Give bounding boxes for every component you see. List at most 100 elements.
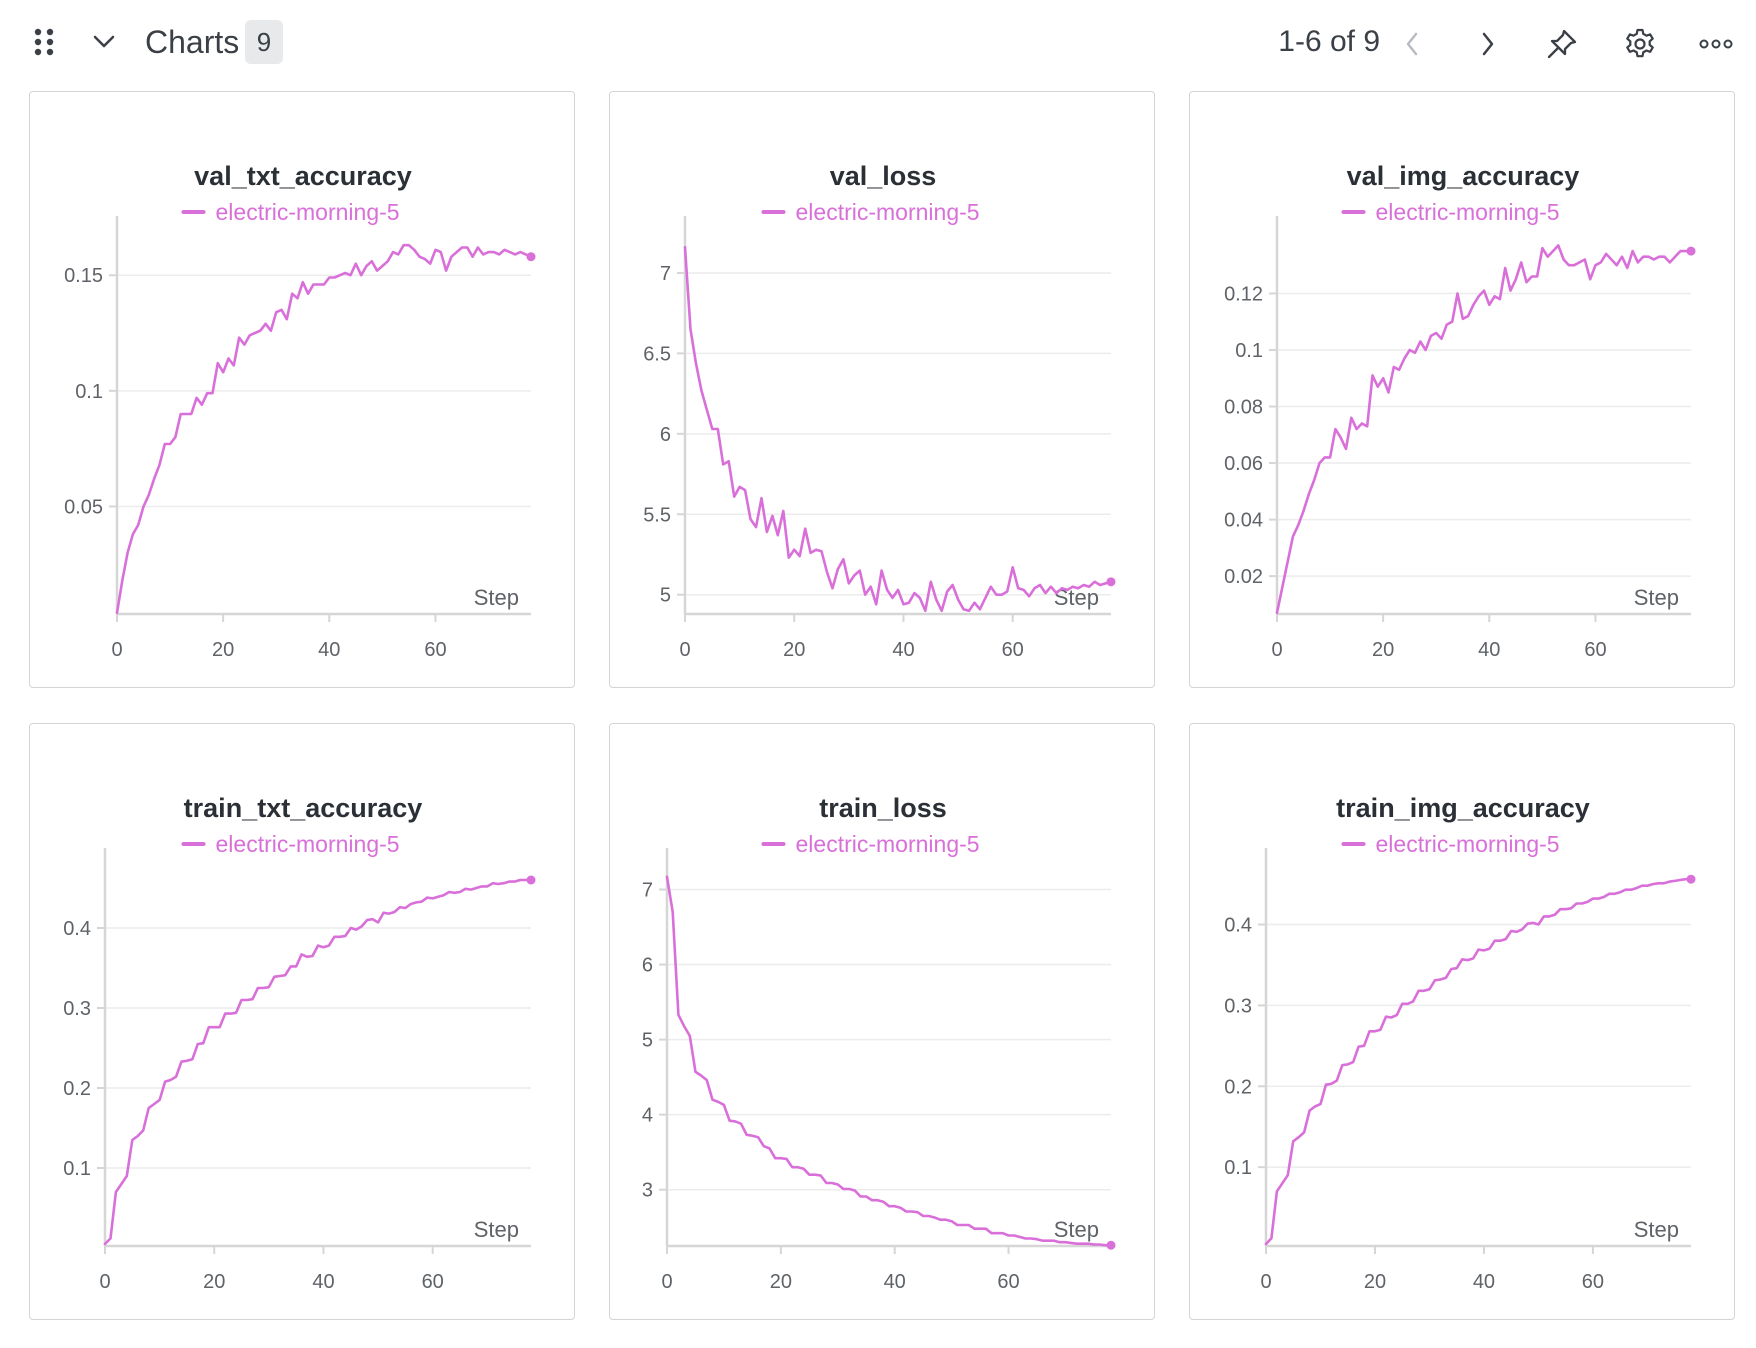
y-tick-label: 0.04 xyxy=(1224,510,1263,532)
y-tick-label: 0.3 xyxy=(1224,995,1252,1017)
x-tick-label: 0 xyxy=(99,1271,110,1293)
legend-entry[interactable]: electric-morning-5 xyxy=(761,831,980,857)
series-line[interactable] xyxy=(115,243,533,615)
legend-entry[interactable]: electric-morning-5 xyxy=(761,199,980,225)
y-tick-label: 0.08 xyxy=(1224,397,1263,419)
x-tick-label: 20 xyxy=(1372,639,1394,661)
x-tick-label: 0 xyxy=(1271,639,1282,661)
chart-svg: train_txt_accuracy electric-morning-5 0.1 0… xyxy=(63,793,536,1293)
chart-panel-train_txt_accuracy[interactable]: train_txt_accuracy electric-morning-5 0.1 0… xyxy=(29,723,575,1320)
y-tick-label: 6.5 xyxy=(643,343,671,365)
legend-entry[interactable]: electric-morning-5 xyxy=(181,831,400,857)
legend-entry[interactable]: electric-morning-5 xyxy=(181,199,400,225)
chart-title: val_loss xyxy=(830,161,937,191)
pagination-range: 1-6 of 9 xyxy=(1278,25,1380,58)
chart-title: train_img_accuracy xyxy=(1336,793,1590,823)
y-tick-label: 0.1 xyxy=(75,381,103,403)
chart-title: val_txt_accuracy xyxy=(194,161,412,191)
series-end-point[interactable] xyxy=(526,252,536,262)
legend-label: electric-morning-5 xyxy=(796,199,980,225)
x-tick-label: 40 xyxy=(1473,1271,1495,1293)
y-tick-label: 0.3 xyxy=(63,998,91,1020)
y-tick-label: 0.2 xyxy=(63,1078,91,1100)
section-title: Charts xyxy=(145,24,240,60)
series-end-point[interactable] xyxy=(1106,577,1116,587)
series-line[interactable] xyxy=(103,878,533,1246)
x-axis-label: Step xyxy=(1054,1217,1099,1242)
x-tick-label: 0 xyxy=(661,1271,672,1293)
y-tick-label: 0.12 xyxy=(1224,283,1263,305)
series-end-point[interactable] xyxy=(1106,1240,1116,1250)
x-tick-label: 20 xyxy=(770,1271,792,1293)
x-tick-label: 60 xyxy=(422,1271,444,1293)
y-tick-label: 0.15 xyxy=(64,265,103,287)
legend-label: electric-morning-5 xyxy=(796,831,980,857)
pin-icon[interactable] xyxy=(1540,22,1584,66)
y-tick-label: 5.5 xyxy=(643,504,671,526)
y-tick-label: 0.2 xyxy=(1224,1076,1252,1098)
chart-panel-train_img_accuracy[interactable]: train_img_accuracy electric-morning-5 0.1 0… xyxy=(1189,723,1735,1320)
chart-svg: train_img_accuracy electric-morning-5 0.1 0… xyxy=(1224,793,1696,1293)
chart-title: val_img_accuracy xyxy=(1347,161,1580,191)
gear-icon[interactable] xyxy=(1618,22,1662,66)
panel-section-header: Charts 9 1-6 of 9 xyxy=(0,0,1756,88)
y-tick-label: 0.05 xyxy=(64,496,103,518)
series-line[interactable] xyxy=(683,245,1113,613)
chevron-down-icon[interactable] xyxy=(84,24,124,60)
chart-panel-val_img_accuracy[interactable]: val_img_accuracy electric-morning-5 0.02 0.… xyxy=(1189,91,1735,688)
series-line[interactable] xyxy=(1264,877,1693,1246)
x-axis-label: Step xyxy=(1634,1217,1679,1242)
x-tick-label: 20 xyxy=(212,639,234,661)
x-tick-label: 20 xyxy=(783,639,805,661)
chart-panel-val_txt_accuracy[interactable]: val_txt_accuracy electric-morning-5 0.05 0.… xyxy=(29,91,575,688)
y-tick-label: 0.1 xyxy=(63,1158,91,1180)
y-tick-label: 6 xyxy=(642,955,653,977)
legend-entry[interactable]: electric-morning-5 xyxy=(1341,199,1560,225)
y-tick-label: 0.02 xyxy=(1224,566,1263,588)
y-tick-label: 5 xyxy=(642,1030,653,1052)
series-line[interactable] xyxy=(665,875,1113,1247)
chevron-left-icon[interactable] xyxy=(1392,24,1432,64)
drag-handle-icon[interactable] xyxy=(26,24,62,60)
x-tick-label: 60 xyxy=(424,639,446,661)
chart-svg: val_loss electric-morning-5 5 5.5 6 6.5 7 0 20 40… xyxy=(643,161,1116,661)
y-tick-label: 4 xyxy=(642,1105,653,1127)
chart-panel-val_loss[interactable]: val_loss electric-morning-5 5 5.5 6 6.5 7 0 20 40… xyxy=(609,91,1155,688)
series-line[interactable] xyxy=(1275,244,1693,615)
chevron-right-icon[interactable] xyxy=(1468,24,1508,64)
x-tick-label: 20 xyxy=(203,1271,225,1293)
series-end-point[interactable] xyxy=(526,875,536,885)
series-end-point[interactable] xyxy=(1686,246,1696,256)
legend-entry[interactable]: electric-morning-5 xyxy=(1341,831,1560,857)
y-tick-label: 7 xyxy=(642,880,653,902)
x-tick-label: 40 xyxy=(312,1271,334,1293)
x-tick-label: 60 xyxy=(997,1271,1019,1293)
legend-label: electric-morning-5 xyxy=(1376,199,1560,225)
legend-label: electric-morning-5 xyxy=(216,199,400,225)
chart-svg: train_loss electric-morning-5 3 4 5 6 7 0 20 40 60… xyxy=(642,793,1116,1293)
y-tick-label: 0.06 xyxy=(1224,453,1263,475)
x-axis-label: Step xyxy=(1634,585,1679,610)
x-tick-label: 20 xyxy=(1364,1271,1386,1293)
more-icon[interactable] xyxy=(1694,22,1738,66)
x-tick-label: 40 xyxy=(884,1271,906,1293)
chart-panel-train_loss[interactable]: train_loss electric-morning-5 3 4 5 6 7 0 20 40 60… xyxy=(609,723,1155,1320)
x-tick-label: 60 xyxy=(1582,1271,1604,1293)
chart-count-badge: 9 xyxy=(245,20,283,64)
x-tick-label: 40 xyxy=(892,639,914,661)
x-tick-label: 60 xyxy=(1584,639,1606,661)
legend-label: electric-morning-5 xyxy=(1376,831,1560,857)
x-tick-label: 40 xyxy=(1478,639,1500,661)
y-tick-label: 0.1 xyxy=(1224,1157,1252,1179)
x-tick-label: 40 xyxy=(318,639,340,661)
y-tick-label: 5 xyxy=(660,585,671,607)
series-end-point[interactable] xyxy=(1686,874,1696,884)
x-tick-label: 0 xyxy=(679,639,690,661)
x-axis-label: Step xyxy=(474,585,519,610)
x-tick-label: 0 xyxy=(1260,1271,1271,1293)
chart-title: train_loss xyxy=(819,793,947,823)
y-tick-label: 7 xyxy=(660,263,671,285)
x-tick-label: 0 xyxy=(111,639,122,661)
y-tick-label: 0.4 xyxy=(1224,915,1252,937)
y-tick-label: 3 xyxy=(642,1180,653,1202)
